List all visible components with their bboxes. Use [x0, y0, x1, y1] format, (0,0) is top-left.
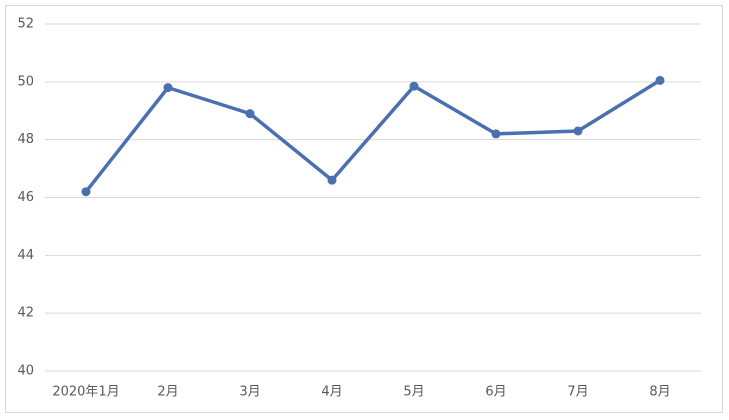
- y-tick-label: 40: [17, 364, 34, 379]
- y-tick-label: 48: [17, 132, 34, 147]
- y-tick-label: 46: [17, 190, 34, 205]
- data-point: [163, 83, 173, 93]
- y-tick-label: 50: [17, 74, 34, 89]
- data-point: [655, 75, 665, 85]
- x-tick-label: 7月: [567, 385, 588, 400]
- x-tick-label: 5月: [403, 385, 424, 400]
- x-tick-label: 2020年1月: [52, 385, 119, 400]
- x-tick-label: 8月: [649, 385, 670, 400]
- series-line: [84, 78, 661, 193]
- data-point: [573, 126, 583, 136]
- chart-frame: [5, 5, 723, 413]
- y-tick-label: 44: [17, 248, 34, 263]
- data-point: [327, 175, 337, 185]
- data-point: [245, 109, 255, 119]
- data-point: [409, 81, 419, 91]
- x-tick-label: 3月: [239, 385, 260, 400]
- y-tick-label: 52: [17, 17, 34, 32]
- x-tick-label: 6月: [485, 385, 506, 400]
- y-tick-label: 42: [17, 306, 34, 321]
- data-point: [491, 129, 501, 139]
- data-point: [81, 187, 91, 197]
- x-tick-label: 2月: [157, 385, 178, 400]
- x-tick-label: 4月: [321, 385, 342, 400]
